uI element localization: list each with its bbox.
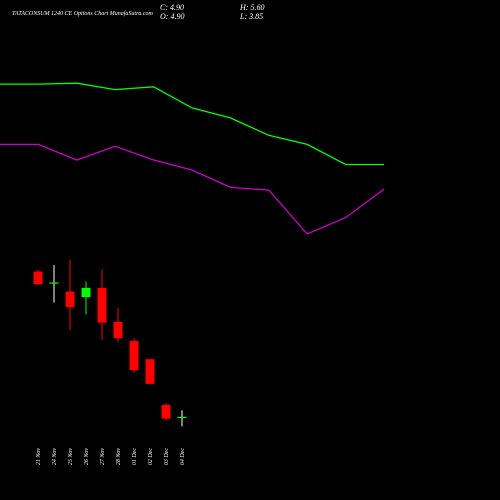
x-tick-label: 21 Nov [36,448,42,466]
x-tick-label: 04 Dec [179,448,186,465]
x-tick-label: 28 Nov [116,448,122,466]
indicator-line [0,82,384,166]
x-tick-label: 25 Nov [68,448,74,466]
candle-body [97,287,107,323]
x-tick-label: 26 Nov [84,448,90,466]
x-tick-label: 01 Dec [132,448,138,465]
candle-body [65,291,75,308]
x-tick-label: 27 Nov [100,448,106,466]
x-tick-label: 02 Dec [148,448,154,465]
chart-title: TATACONSUM 1240 CE Options Chart MunafaS… [12,10,154,17]
candle-body [49,282,59,284]
x-tick-label: 03 Dec [164,448,170,465]
candle-body [113,321,123,339]
x-tick-label: 24 Nov [51,448,58,466]
candle-body [177,416,187,419]
indicator-line [0,143,385,235]
candle-body [33,271,43,285]
ohlc-label: C: 4.90 [160,3,184,12]
candle-body [81,287,91,298]
ohlc-label: L: 3.85 [239,12,263,21]
candle-body [161,404,171,419]
ohlc-label: H: 5.60 [239,3,264,12]
ohlc-label: O: 4.90 [160,12,184,21]
candle-body [145,359,155,384]
candle-body [129,340,139,371]
